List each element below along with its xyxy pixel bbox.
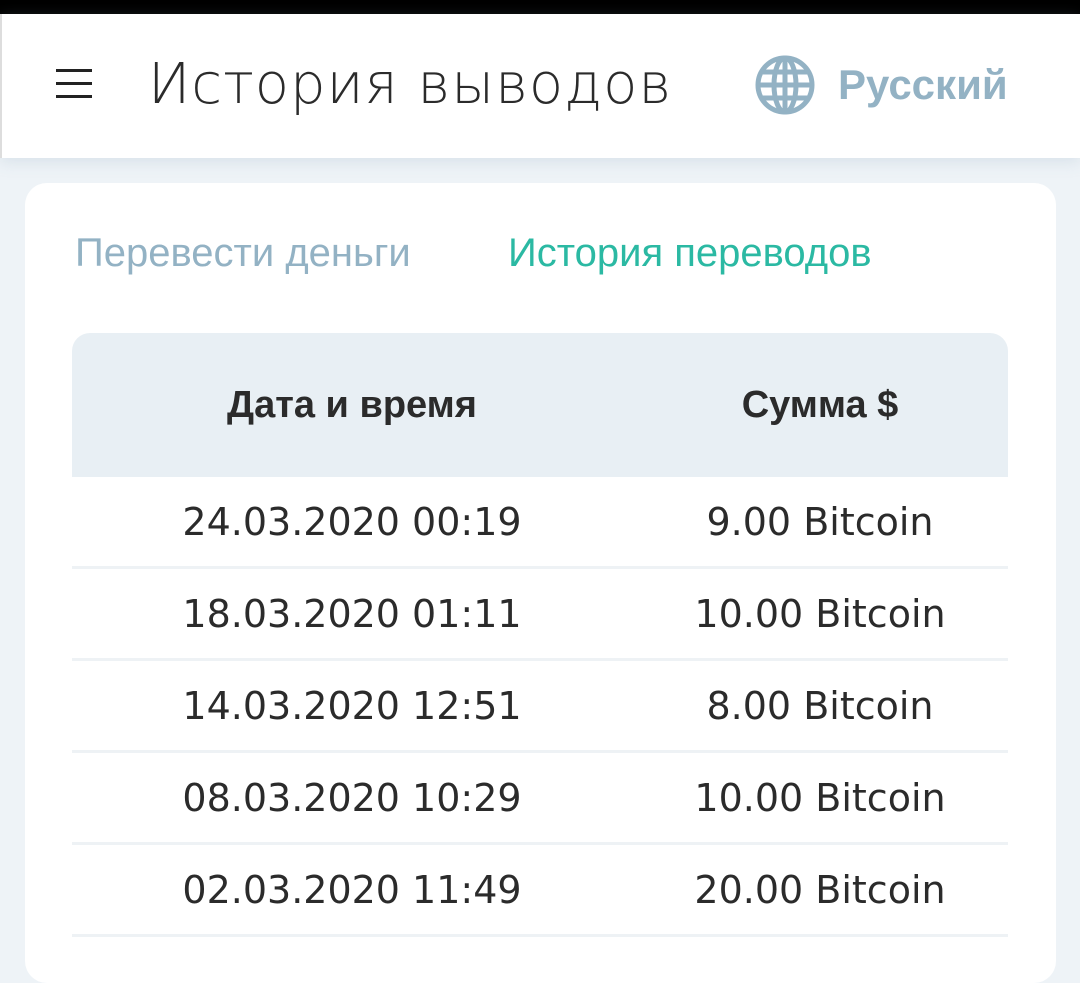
tab-transfer-money[interactable]: Перевести деньги bbox=[75, 231, 411, 275]
language-label: Русский bbox=[838, 61, 1008, 108]
cell-date: 24.03.2020 00:19 bbox=[182, 499, 522, 544]
table-header: Дата и время Сумма $ bbox=[72, 333, 1008, 477]
table-row: 02.03.2020 11:49 20.00 Bitcoin bbox=[72, 845, 1008, 937]
cell-date: 14.03.2020 12:51 bbox=[182, 683, 522, 728]
globe-icon bbox=[755, 55, 815, 115]
table-row: 14.03.2020 12:51 8.00 Bitcoin bbox=[72, 661, 1008, 753]
page-title: История выводов bbox=[148, 52, 673, 117]
cell-date: 08.03.2020 10:29 bbox=[182, 775, 522, 820]
cell-amount: 9.00 Bitcoin bbox=[706, 499, 934, 544]
table-row: 24.03.2020 00:19 9.00 Bitcoin bbox=[72, 477, 1008, 569]
status-bar bbox=[0, 0, 1080, 14]
app-header: История выводов Русский bbox=[0, 14, 1080, 158]
cell-amount: 8.00 Bitcoin bbox=[706, 683, 934, 728]
cell-date: 18.03.2020 01:11 bbox=[182, 591, 522, 636]
language-selector[interactable]: Русский bbox=[754, 54, 1008, 116]
table-row: 08.03.2020 10:29 10.00 Bitcoin bbox=[72, 753, 1008, 845]
table-row: 18.03.2020 01:11 10.00 Bitcoin bbox=[72, 569, 1008, 661]
hamburger-icon[interactable] bbox=[56, 69, 92, 99]
cell-amount: 20.00 Bitcoin bbox=[694, 867, 946, 912]
column-header-amount: Сумма $ bbox=[741, 383, 899, 426]
column-header-date: Дата и время bbox=[227, 383, 477, 426]
cell-amount: 10.00 Bitcoin bbox=[694, 591, 946, 636]
cell-amount: 10.00 Bitcoin bbox=[694, 775, 946, 820]
cell-date: 02.03.2020 11:49 bbox=[182, 867, 522, 912]
tab-transfer-history[interactable]: История переводов bbox=[508, 231, 872, 275]
history-table: Дата и время Сумма $ 24.03.2020 00:19 9.0… bbox=[72, 333, 1008, 937]
content-card: Перевести деньги История переводов Дата … bbox=[25, 183, 1056, 983]
